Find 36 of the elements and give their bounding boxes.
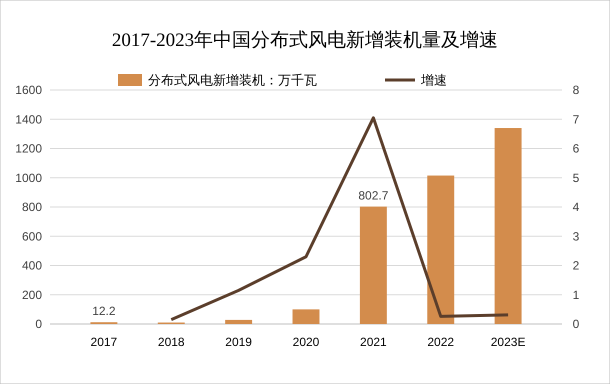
x-tick-label: 2018	[158, 335, 185, 349]
y2-tick-label: 7	[572, 112, 580, 126]
y2-tick-label: 6	[572, 142, 580, 156]
y2-tick-label: 1	[572, 288, 580, 302]
y2-tick-label: 0	[572, 317, 580, 332]
y2-tick-label: 2	[572, 258, 580, 273]
y-tick-label: 800	[22, 200, 42, 214]
y2-tick-label: 3	[572, 229, 580, 244]
line-series	[170, 116, 510, 322]
y-tick-label: 1400	[15, 112, 42, 126]
y2-tick-label: 5	[572, 170, 580, 185]
bar	[225, 320, 252, 324]
y2-tick-label: 4	[572, 200, 580, 214]
bar	[292, 309, 320, 324]
x-tick-label: 2022	[427, 335, 454, 349]
bar	[427, 176, 454, 324]
y-tick-label: 0	[35, 317, 42, 332]
x-tick-label: 2020	[292, 335, 320, 349]
x-tick-label: 2023E	[490, 335, 526, 349]
y-tick-label: 1200	[15, 142, 42, 156]
y-tick-label: 600	[22, 229, 42, 244]
data-label: 802.7	[358, 188, 389, 203]
legend-label: 增速	[420, 72, 447, 88]
x-tick-label: 2017	[90, 335, 118, 349]
data-label: 12.2	[92, 304, 116, 318]
y2-tick-label: 8	[572, 83, 580, 98]
chart-title: 2017-2023年中国分布式风电新增装机量及增速	[112, 29, 498, 51]
y-tick-label: 1600	[15, 83, 42, 98]
y-tick-label: 1000	[15, 170, 42, 185]
x-tick-label: 2021	[360, 335, 388, 349]
bar	[494, 128, 522, 324]
bar	[360, 206, 387, 324]
legend-label: 分布式风电新增装机：万千瓦	[148, 72, 317, 88]
x-tick-label: 2019	[225, 335, 252, 349]
y-tick-label: 400	[22, 258, 42, 273]
y-tick-label: 200	[22, 288, 42, 302]
